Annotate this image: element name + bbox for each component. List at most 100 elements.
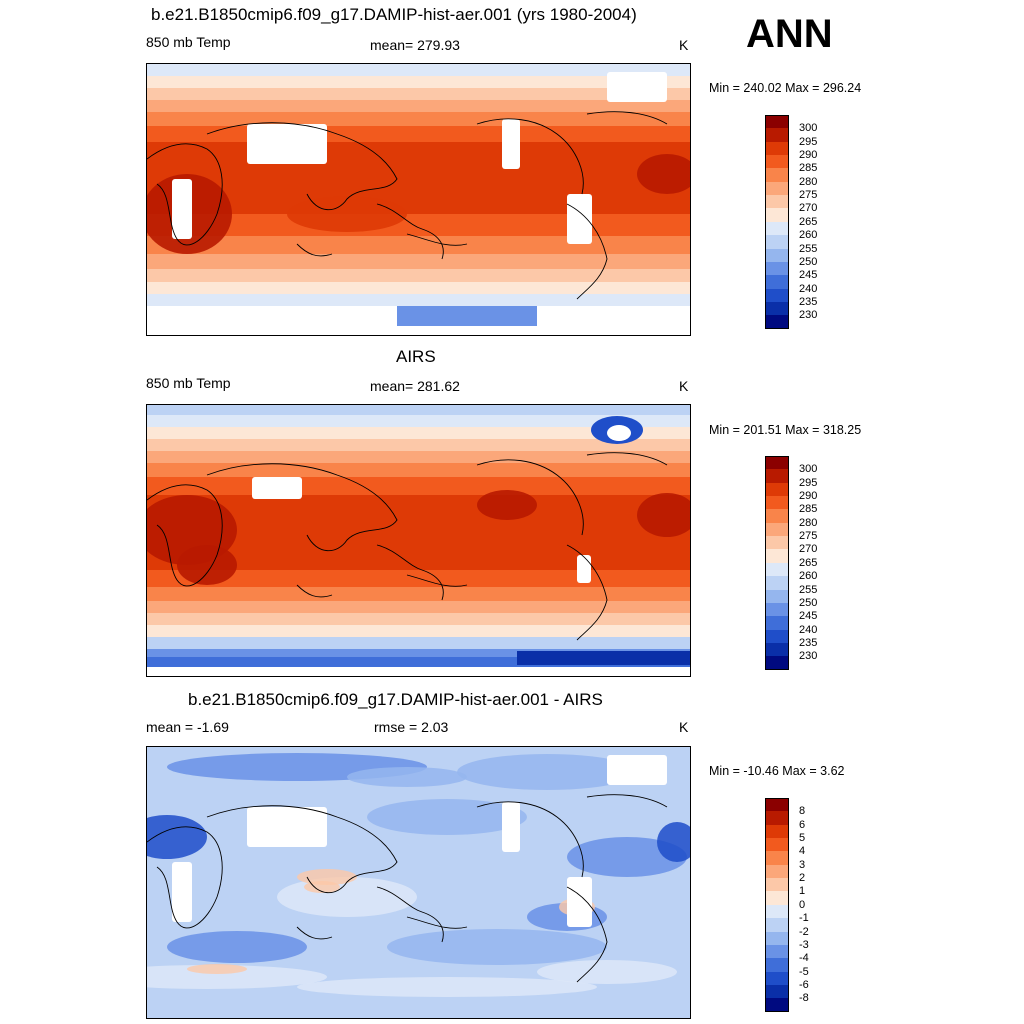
colorbar-label: -8	[799, 992, 809, 1005]
colorbar-label: 230	[799, 650, 818, 663]
colorbar-swatch	[765, 904, 789, 919]
colorbar-label: -3	[799, 938, 809, 951]
colorbar-label: 230	[799, 309, 818, 322]
colorbar-label: 295	[799, 135, 818, 148]
colorbar-label: 300	[799, 463, 818, 476]
colorbar-swatch	[765, 509, 789, 524]
colorbar-label: 295	[799, 476, 818, 489]
colorbar-label: 290	[799, 149, 818, 162]
colorbar-label: 2	[799, 872, 806, 885]
colorbar-swatch	[765, 181, 789, 196]
colorbar-label: -2	[799, 925, 809, 938]
colorbar-swatch	[765, 642, 789, 657]
colorbar-label: 235	[799, 295, 818, 308]
colorbar-label: 4	[799, 845, 806, 858]
colorbar-label: 235	[799, 636, 818, 649]
colorbar-swatch	[765, 602, 789, 617]
panel-obs-variable: 850 mb Temp	[146, 375, 231, 391]
panel-model-variable: 850 mb Temp	[146, 34, 231, 50]
colorbar-label: 290	[799, 490, 818, 503]
colorbar-label: 285	[799, 503, 818, 516]
colorbar-label: 265	[799, 556, 818, 569]
panel-obs-map	[146, 404, 691, 677]
colorbar-swatch	[765, 811, 789, 826]
colorbar-swatch	[765, 656, 789, 671]
colorbar-label: 260	[799, 570, 818, 583]
colorbar-swatch	[765, 195, 789, 210]
colorbar-label: 250	[799, 255, 818, 268]
panel-diff-rmse: rmse = 2.03	[374, 719, 449, 735]
colorbar-swatch	[765, 838, 789, 852]
colorbar-swatch	[765, 998, 789, 1013]
panel-obs-minmax: Min = 201.51 Max = 318.25	[709, 423, 862, 437]
colorbar-swatch	[765, 864, 789, 879]
colorbar-swatch	[765, 536, 789, 551]
colorbar-label: 3	[799, 858, 806, 871]
panel-obs-units: K	[679, 378, 689, 394]
colorbar-label: 285	[799, 162, 818, 175]
colorbar-swatch	[765, 798, 789, 812]
colorbar-swatch	[765, 482, 789, 497]
colorbar-swatch	[765, 944, 789, 959]
colorbar-label: 245	[799, 269, 818, 282]
panel-model-map	[146, 63, 691, 336]
colorbar-swatch	[765, 275, 789, 290]
colorbar-swatch	[765, 522, 789, 537]
colorbar-swatch	[765, 235, 789, 250]
panel-diff-units: K	[679, 719, 689, 735]
colorbar-swatch	[765, 616, 789, 631]
colorbar-swatch	[765, 562, 789, 577]
panel-diff-mean: mean = -1.69	[146, 719, 229, 735]
colorbar-swatch	[765, 128, 789, 143]
colorbar-swatch	[765, 261, 789, 276]
panel-model-minmax: Min = 240.02 Max = 296.24	[709, 81, 862, 95]
colorbar-swatch	[765, 248, 789, 263]
colorbar-swatch	[765, 288, 789, 303]
colorbar-swatch	[765, 851, 789, 866]
colorbar-swatch	[765, 456, 789, 470]
colorbar-swatch	[765, 155, 789, 169]
colorbar-label: 280	[799, 175, 818, 188]
colorbar-label: 260	[799, 229, 818, 242]
colorbar-swatch	[765, 549, 789, 564]
colorbar-label: 0	[799, 898, 806, 911]
colorbar-label: 280	[799, 516, 818, 529]
colorbar-label: 6	[799, 818, 806, 831]
colorbar-swatch	[765, 589, 789, 604]
colorbar-swatch	[765, 824, 789, 839]
colorbar-swatch	[765, 301, 789, 316]
colorbar-label: -6	[799, 978, 809, 991]
colorbar-label: 265	[799, 215, 818, 228]
colorbar-swatch	[765, 115, 789, 129]
colorbar-label: 250	[799, 596, 818, 609]
colorbar-label: 270	[799, 543, 818, 556]
colorbar-label: 5	[799, 832, 806, 845]
colorbar-label: 270	[799, 202, 818, 215]
colorbar-label: 245	[799, 610, 818, 623]
colorbar-swatch	[765, 971, 789, 986]
colorbar-swatch	[765, 496, 789, 510]
panel-obs-mean: mean= 281.62	[370, 378, 460, 394]
colorbar-label: 275	[799, 530, 818, 543]
colorbar-swatch	[765, 469, 789, 484]
colorbar-swatch	[765, 918, 789, 933]
season-label: ANN	[746, 12, 833, 56]
colorbar-swatch	[765, 629, 789, 644]
panel-diff-minmax: Min = -10.46 Max = 3.62	[709, 764, 845, 778]
colorbar-label: 8	[799, 805, 806, 818]
panel-model-mean: mean= 279.93	[370, 37, 460, 53]
colorbar-label: -5	[799, 965, 809, 978]
colorbar-label: 240	[799, 282, 818, 295]
colorbar-label: 255	[799, 583, 818, 596]
colorbar-swatch	[765, 208, 789, 223]
colorbar-label: 300	[799, 122, 818, 135]
colorbar-swatch	[765, 168, 789, 183]
colorbar-swatch	[765, 141, 789, 156]
colorbar-label: 275	[799, 189, 818, 202]
colorbar-swatch	[765, 931, 789, 946]
colorbar-label: -1	[799, 912, 809, 925]
panel-diff-title: b.e21.B1850cmip6.f09_g17.DAMIP-hist-aer.…	[188, 690, 603, 709]
colorbar-swatch	[765, 878, 789, 893]
colorbar-swatch	[765, 984, 789, 999]
colorbar-swatch	[765, 221, 789, 236]
